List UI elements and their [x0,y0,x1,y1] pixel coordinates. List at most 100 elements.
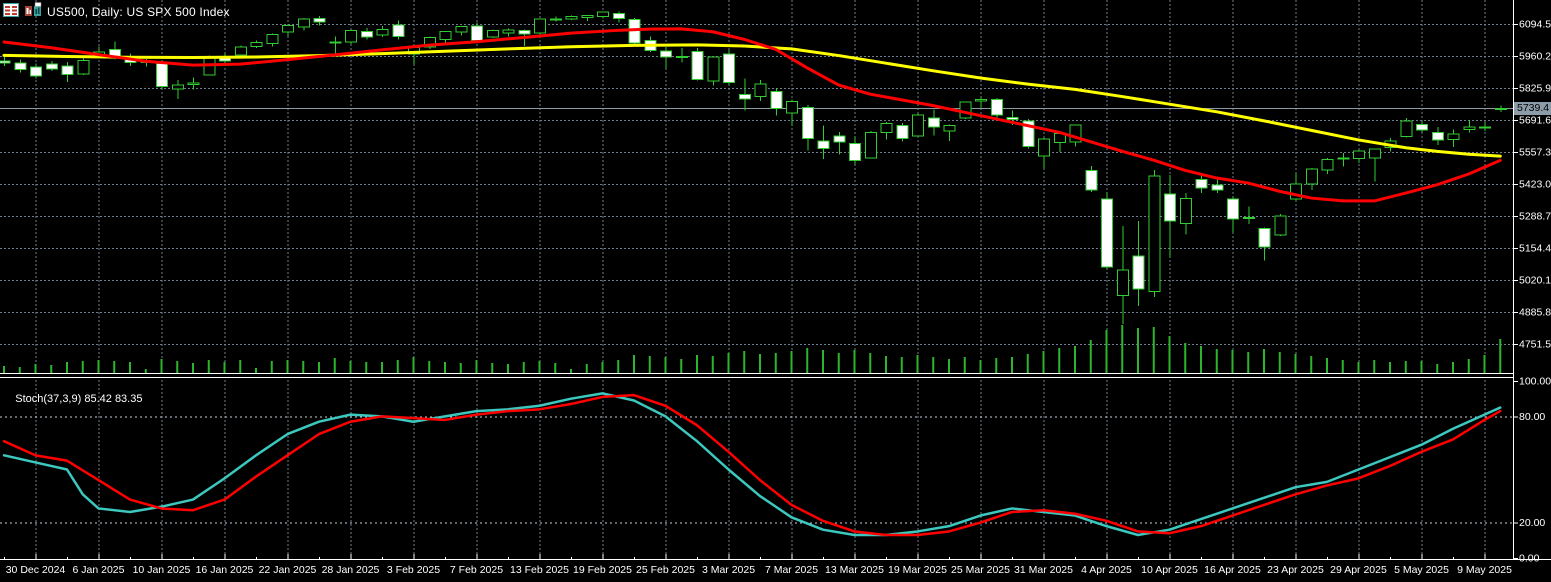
price-tick-label: 5960.2 [1519,51,1551,63]
ma-fast-line [2,27,1502,203]
volume-bar [743,351,746,373]
bull-candle-body [77,59,90,75]
date-tick-label: 6 Jan 2025 [73,564,125,576]
volume-bar [570,369,572,373]
volume-bar [554,363,557,373]
volume-bar [1452,362,1454,373]
volume-bar [601,362,604,373]
bull-candle-body [486,29,499,38]
volume-bar [412,357,415,373]
volume-bar [223,362,226,373]
chart-titlebar: US500, Daily: US SPX 500 Index [3,2,230,22]
volume-bar [1074,346,1076,373]
date-tick-label: 7 Mar 2025 [765,564,818,576]
volume-bar [900,357,903,373]
volume-bar [1152,327,1155,373]
volume-bar [869,353,872,373]
bull-candle-body [975,99,987,102]
bear-candle-body [927,117,940,128]
volume-bar [1420,361,1423,373]
date-tick-label: 10 Jan 2025 [133,564,191,576]
bull-candle-body [282,25,294,33]
price-axis[interactable]: 6094.5 5960.2 5825.9 5691.6 5557.3 5423.0 5288… [1513,0,1551,565]
stochastic-name: Stoch(37,3,9) [15,393,82,405]
bear-candle-body [1479,126,1491,129]
bear-candle-body [1431,131,1444,141]
quotes-grid-icon[interactable] [3,2,19,22]
volume-bar [774,353,777,373]
volume-bar [365,362,368,373]
volume-bar [538,361,541,373]
date-tick-label: 19 Feb 2025 [573,564,632,576]
bear-candle-body [675,56,688,59]
bull-candle-body [1038,138,1050,157]
volume-bar [176,361,179,373]
volume-series [3,325,1502,373]
date-tick-label: 16 Jan 2025 [196,564,254,576]
date-tick-label: 3 Mar 2025 [702,564,755,576]
volume-bar [1278,352,1281,373]
stoch-tick-label: 80.00 [1519,411,1545,423]
date-tick-label: 9 May 2025 [1457,564,1512,576]
volume-bar [1168,336,1171,373]
bull-candle-body [1368,148,1381,159]
volume-bar [97,360,100,373]
bull-candle-body [959,101,972,119]
volume-bar [1121,325,1124,373]
price-tick-label: 5691.6 [1519,115,1551,127]
volume-bar [727,353,730,373]
bull-candle-body [171,84,184,90]
bull-candle-body [1447,133,1460,140]
bull-candle-body [912,114,924,137]
volume-bar [396,360,399,373]
bull-candle-body [1494,108,1507,111]
volume-bar [1137,328,1139,373]
volume-bar [1326,358,1328,373]
bull-candle-body [345,29,357,43]
chart-window-icon[interactable] [24,2,42,22]
volume-bar [1058,348,1061,373]
bear-candle-body [1227,198,1239,220]
bear-candle-body [1258,228,1271,248]
volume-bar [286,360,289,373]
volume-bar [302,361,305,373]
volume-bar [475,360,478,373]
time-axis[interactable]: 30 Dec 2024 6 Jan 2025 10 Jan 2025 16 Jan 2… [0,554,1551,576]
bull-candle-body [187,82,200,86]
volume-bar [1310,356,1313,373]
volume-bar [1436,364,1439,373]
stoch-tick-label: 100.00 [1519,376,1551,388]
panel-divider[interactable] [0,373,1513,378]
bull-candle-body [1353,150,1365,160]
volume-bar [1341,360,1344,373]
volume-bar [585,364,588,373]
volume-bar [806,348,809,373]
volume-bar [853,350,856,373]
volume-bar [459,363,462,373]
bull-candle-body [1305,168,1318,185]
bull-candle-body [423,36,436,48]
volume-bar [648,356,651,373]
volume-bar [963,357,966,373]
date-tick-label: 19 Mar 2025 [888,564,947,576]
price-tick-label: 6094.5 [1519,19,1551,31]
bear-candle-body [833,135,846,143]
bear-candle-body [1211,184,1224,191]
ma-slow-line [2,43,1502,158]
volume-bar [1247,352,1250,373]
date-tick-label: 23 Apr 2025 [1267,564,1324,576]
volume-bar [711,356,714,373]
volume-bar [1089,340,1092,373]
volume-bar [428,361,431,373]
volume-bar [979,360,982,373]
bear-candle-body [738,94,751,100]
price-tick-label: 5020.1 [1519,275,1551,287]
volume-bar [680,359,683,373]
volume-bar [1294,354,1297,373]
bear-candle-body [660,50,672,58]
date-tick-label: 4 Apr 2025 [1081,564,1132,576]
volume-bar [66,362,68,373]
bear-candle-body [1022,120,1035,147]
